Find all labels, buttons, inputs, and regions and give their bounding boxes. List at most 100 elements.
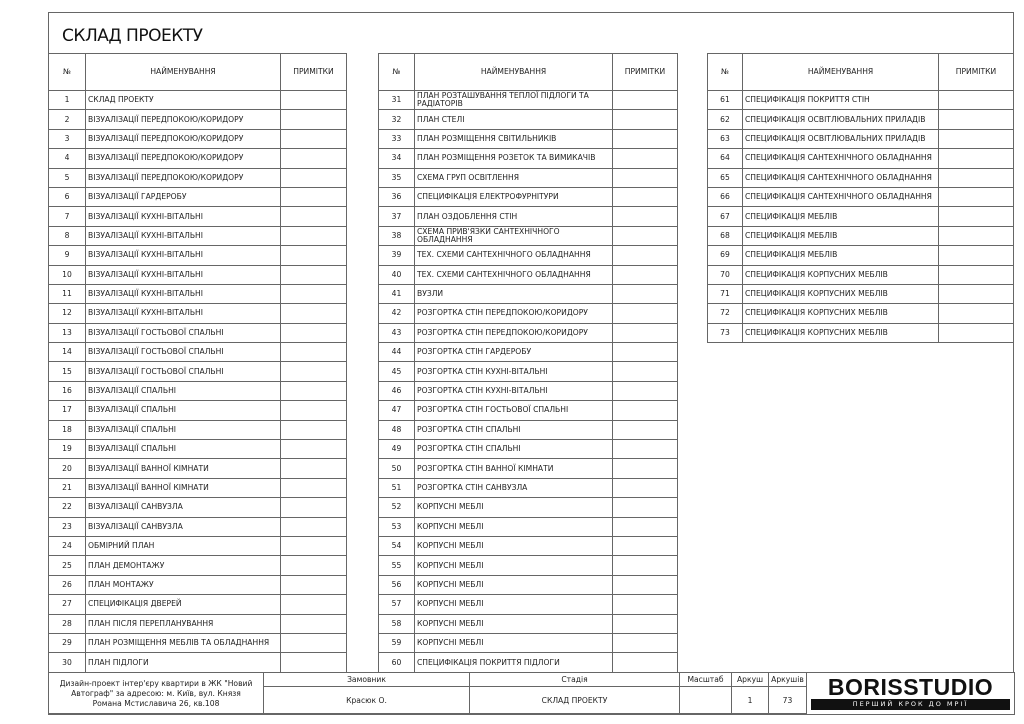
row-name: РОЗГОРТКА СТІН ВАННОЇ КІМНАТИ: [414, 458, 613, 479]
table-row: 57 КОРПУСНІ МЕБЛІ: [378, 594, 678, 615]
row-name: РОЗГОРТКА СТІН КУХНІ-ВІТАЛЬНІ: [414, 361, 613, 382]
row-notes: [938, 186, 1014, 208]
row-notes: [280, 574, 347, 596]
row-name: СПЕЦИФІКАЦІЯ КОРПУСНИХ МЕБЛІВ: [742, 322, 939, 344]
row-number: 64: [707, 148, 743, 169]
row-name: ПЛАН РОЗМІЩЕННЯ СВІТИЛЬНИКІВ: [414, 128, 613, 150]
row-name: РОЗГОРТКА СТІН СПАЛЬНІ: [414, 439, 613, 460]
row-notes: [280, 516, 347, 537]
row-notes: [280, 245, 347, 266]
row-number: 57: [378, 594, 415, 615]
row-name: СПЕЦИФІКАЦІЯ КОРПУСНИХ МЕБЛІВ: [742, 264, 939, 285]
row-notes: [280, 535, 347, 557]
row-number: 65: [707, 167, 743, 188]
row-number: 13: [48, 322, 86, 344]
row-name: СПЕЦИФІКАЦІЯ МЕБЛІВ: [742, 225, 939, 247]
row-name: КОРПУСНІ МЕБЛІ: [414, 594, 613, 615]
table-row: 27 СПЕЦИФІКАЦІЯ ДВЕРЕЙ: [48, 594, 347, 615]
table-row: 65 СПЕЦИФІКАЦІЯ САНТЕХНІЧНОГО ОБЛАДНАННЯ: [707, 167, 1014, 188]
table-row: 11 ВІЗУАЛІЗАЦІЇ КУХНІ-ВІТАЛЬНІ: [48, 283, 347, 305]
row-notes: [612, 594, 678, 615]
row-name: КОРПУСНІ МЕБЛІ: [414, 632, 613, 654]
table-row: 19 ВІЗУАЛІЗАЦІЇ СПАЛЬНІ: [48, 439, 347, 460]
row-notes: [938, 148, 1014, 169]
table-row: 40 ТЕХ. СХЕМИ САНТЕХНІЧНОГО ОБЛАДНАННЯ: [378, 264, 678, 285]
row-number: 54: [378, 535, 415, 557]
row-name: СХЕМА ГРУП ОСВІТЛЕННЯ: [414, 167, 613, 188]
table-row: 10 ВІЗУАЛІЗАЦІЇ КУХНІ-ВІТАЛЬНІ: [48, 264, 347, 285]
contents-table-3: № НАЙМЕНУВАННЯ ПРИМІТКИ 61 СПЕЦИФІКАЦІЯ ПОКР…: [707, 53, 1014, 344]
row-name: ВІЗУАЛІЗАЦІЇ СПАЛЬНІ: [85, 400, 281, 421]
row-notes: [938, 109, 1014, 130]
row-name: ОБМІРНИЙ ПЛАН: [85, 535, 281, 557]
row-name: СПЕЦИФІКАЦІЯ ДВЕРЕЙ: [85, 594, 281, 615]
row-notes: [938, 322, 1014, 344]
row-number: 28: [48, 613, 86, 634]
row-name: СПЕЦИФІКАЦІЯ ЕЛЕКТРОФУРНІТУРИ: [414, 186, 613, 208]
row-notes: [280, 555, 347, 576]
row-number: 71: [707, 283, 743, 305]
row-notes: [280, 322, 347, 344]
table-row: 61 СПЕЦИФІКАЦІЯ ПОКРИТТЯ СТІН: [707, 89, 1014, 111]
row-notes: [612, 574, 678, 596]
row-name: ВІЗУАЛІЗАЦІЇ ГОСТЬОВОЇ СПАЛЬНІ: [85, 322, 281, 344]
row-name: ВІЗУАЛІЗАЦІЇ СПАЛЬНІ: [85, 419, 281, 441]
row-number: 1: [48, 89, 86, 111]
row-notes: [612, 303, 678, 324]
row-notes: [612, 148, 678, 169]
table-row: 20 ВІЗУАЛІЗАЦІЇ ВАННОЇ КІМНАТИ: [48, 458, 347, 479]
row-notes: [280, 109, 347, 130]
row-name: КОРПУСНІ МЕБЛІ: [414, 613, 613, 634]
table-row: 31 ПЛАН РОЗТАШУВАННЯ ТЕПЛОЇ ПІДЛОГИ ТА РА…: [378, 89, 678, 111]
table-row: 58 КОРПУСНІ МЕБЛІ: [378, 613, 678, 634]
page-title: СКЛАД ПРОЕКТУ: [62, 26, 203, 46]
row-number: 10: [48, 264, 86, 285]
row-number: 72: [707, 303, 743, 324]
row-notes: [280, 380, 347, 402]
sheets-label: Аркушів: [768, 672, 807, 687]
row-number: 4: [48, 148, 86, 169]
row-number: 24: [48, 535, 86, 557]
sheets-value: 73: [768, 686, 807, 715]
row-name: РОЗГОРТКА СТІН СПАЛЬНІ: [414, 419, 613, 441]
table-row: 6 ВІЗУАЛІЗАЦІЇ ГАРДЕРОБУ: [48, 186, 347, 208]
row-name: ПЛАН РОЗМІЩЕННЯ РОЗЕТОК ТА ВИМИКАЧІВ: [414, 148, 613, 169]
row-notes: [612, 555, 678, 576]
table-row: 28 ПЛАН ПІСЛЯ ПЕРЕПЛАНУВАННЯ: [48, 613, 347, 634]
row-name: ВІЗУАЛІЗАЦІЇ КУХНІ-ВІТАЛЬНІ: [85, 245, 281, 266]
row-number: 70: [707, 264, 743, 285]
table-row: 23 ВІЗУАЛІЗАЦІЇ САНВУЗЛА: [48, 516, 347, 537]
row-notes: [280, 439, 347, 460]
row-notes: [612, 225, 678, 247]
table-row: 56 КОРПУСНІ МЕБЛІ: [378, 574, 678, 596]
row-number: 52: [378, 497, 415, 518]
row-number: 17: [48, 400, 86, 421]
contents-table-1: № НАЙМЕНУВАННЯ ПРИМІТКИ 1 СКЛАД ПРОЕКТУ 2 ВІЗУ…: [48, 53, 347, 673]
row-name: ПЛАН ПІСЛЯ ПЕРЕПЛАНУВАННЯ: [85, 613, 281, 634]
table-row: 54 КОРПУСНІ МЕБЛІ: [378, 535, 678, 557]
table-row: 44 РОЗГОРТКА СТІН ГАРДЕРОБУ: [378, 342, 678, 363]
row-name: ТЕХ. СХЕМИ САНТЕХНІЧНОГО ОБЛАДНАННЯ: [414, 264, 613, 285]
table-row: 16 ВІЗУАЛІЗАЦІЇ СПАЛЬНІ: [48, 380, 347, 402]
table-row: 51 РОЗГОРТКА СТІН САНВУЗЛА: [378, 477, 678, 499]
table-row: 34 ПЛАН РОЗМІЩЕННЯ РОЗЕТОК ТА ВИМИКАЧІВ: [378, 148, 678, 169]
row-notes: [280, 613, 347, 634]
row-number: 34: [378, 148, 415, 169]
table-row: 5 ВІЗУАЛІЗАЦІЇ ПЕРЕДПОКОЮ/КОРИДОРУ: [48, 167, 347, 188]
table-row: 67 СПЕЦИФІКАЦІЯ МЕБЛІВ: [707, 206, 1014, 227]
row-name: ВІЗУАЛІЗАЦІЇ КУХНІ-ВІТАЛЬНІ: [85, 303, 281, 324]
row-notes: [280, 477, 347, 499]
row-number: 14: [48, 342, 86, 363]
row-notes: [280, 458, 347, 479]
header-name: НАЙМЕНУВАННЯ: [742, 53, 939, 91]
table-row: 30 ПЛАН ПІДЛОГИ: [48, 652, 347, 673]
row-number: 37: [378, 206, 415, 227]
table-row: 35 СХЕМА ГРУП ОСВІТЛЕННЯ: [378, 167, 678, 188]
row-notes: [280, 342, 347, 363]
studio-logo: BORISSTUDIO ПЕРШИЙ КРОК ДО МРІЇ: [806, 672, 1015, 715]
row-notes: [612, 613, 678, 634]
row-number: 45: [378, 361, 415, 382]
row-name: РОЗГОРТКА СТІН ПЕРЕДПОКОЮ/КОРИДОРУ: [414, 322, 613, 344]
row-notes: [938, 206, 1014, 227]
table-row: 63 СПЕЦИФІКАЦІЯ ОСВІТЛЮВАЛЬНИХ ПРИЛАДІВ: [707, 128, 1014, 150]
